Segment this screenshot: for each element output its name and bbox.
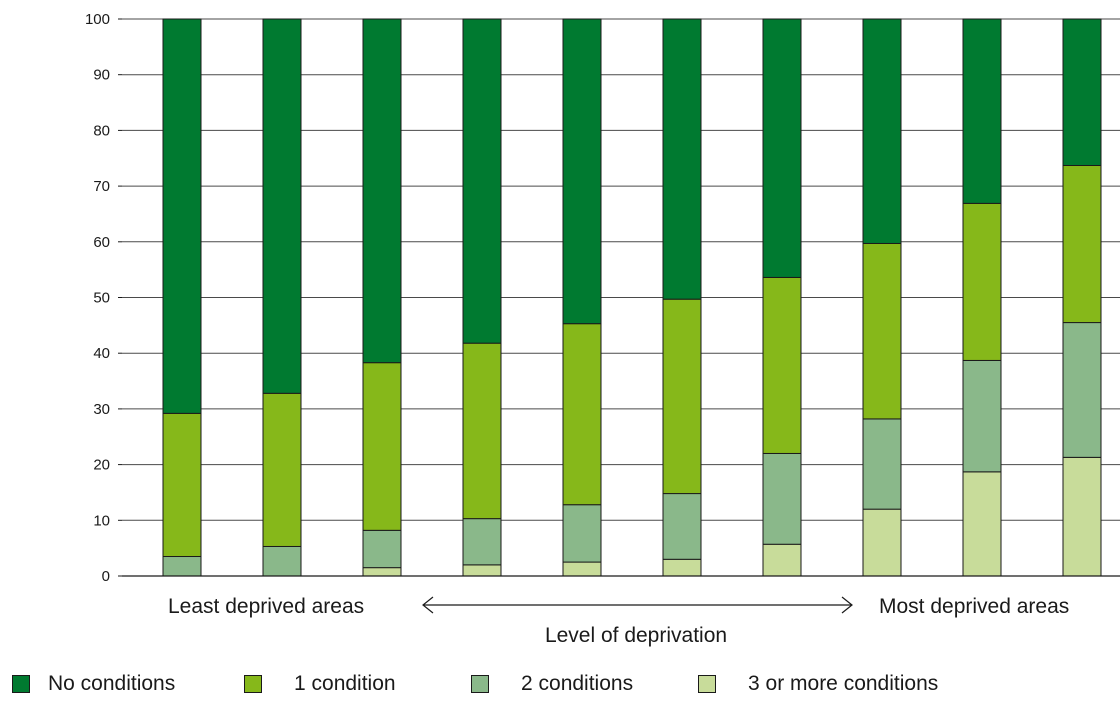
y-tick-label: 0	[102, 568, 110, 585]
y-tick-label: 10	[93, 512, 110, 529]
y-tick-label: 50	[93, 290, 110, 307]
bar-segment	[563, 19, 601, 324]
legend-swatch	[244, 675, 262, 693]
legend-swatch	[12, 675, 30, 693]
bar-segment	[163, 19, 201, 413]
legend-label: No conditions	[48, 672, 175, 696]
bar-segment	[963, 360, 1001, 471]
legend-item-no-conditions: No conditions	[12, 672, 175, 696]
y-tick-label: 70	[93, 178, 110, 195]
bar-segment	[363, 568, 401, 576]
bar-segment	[763, 453, 801, 544]
bar-segment	[463, 519, 501, 565]
most-deprived-label: Most deprived areas	[879, 595, 1069, 618]
x-axis-title: Level of deprivation	[545, 624, 727, 647]
bar-segment	[663, 19, 701, 299]
bar-segment	[163, 557, 201, 576]
y-tick-label: 90	[93, 67, 110, 84]
bar-segment	[363, 363, 401, 531]
bar-segment	[863, 19, 901, 243]
bar-segment	[563, 505, 601, 562]
legend-item-1-condition: 1 condition	[244, 672, 396, 696]
bar-segment	[663, 494, 701, 560]
bar-segment	[263, 393, 301, 546]
legend-item-3-or-more: 3 or more conditions	[698, 672, 938, 696]
y-tick-label: 100	[85, 11, 110, 28]
bar-segment	[863, 419, 901, 509]
bar-segment	[963, 203, 1001, 360]
legend: No conditions 1 condition 2 conditions 3…	[0, 672, 1120, 706]
least-deprived-label: Least deprived areas	[168, 595, 364, 618]
bar-segment	[1063, 457, 1101, 576]
legend-label: 3 or more conditions	[748, 672, 938, 696]
y-tick-label: 80	[93, 122, 110, 139]
stacked-bar-chart: 0 10 20 30 40 50 60 70 80 90 100 Least deprived ar…	[0, 0, 1120, 670]
legend-label: 1 condition	[294, 672, 396, 696]
y-tick-label: 40	[93, 345, 110, 362]
y-tick-label: 60	[93, 234, 110, 251]
bar-segment	[963, 19, 1001, 203]
bar-segment	[1063, 323, 1101, 458]
bar-segment	[363, 19, 401, 363]
bar-segment	[963, 472, 1001, 576]
bar-segment	[563, 562, 601, 576]
bar-segment	[1063, 19, 1101, 165]
bar-segment	[463, 343, 501, 518]
bar-segment	[163, 413, 201, 556]
bar-segment	[863, 243, 901, 418]
legend-swatch	[698, 675, 716, 693]
y-tick-label: 30	[93, 401, 110, 418]
bar-segment	[263, 546, 301, 576]
bar-segment	[463, 19, 501, 343]
bar-segment	[363, 530, 401, 567]
bar-segment	[263, 19, 301, 393]
deprivation-arrow	[423, 597, 852, 613]
bar-segment	[1063, 165, 1101, 322]
bar-segment	[763, 277, 801, 453]
bar-segment	[463, 565, 501, 576]
bar-segment	[663, 299, 701, 493]
y-tick-label: 20	[93, 457, 110, 474]
bar-segment	[763, 19, 801, 277]
legend-label: 2 conditions	[521, 672, 633, 696]
legend-item-2-conditions: 2 conditions	[471, 672, 633, 696]
legend-swatch	[471, 675, 489, 693]
bar-segment	[663, 559, 701, 576]
bar-segment	[763, 544, 801, 576]
bar-segment	[563, 324, 601, 505]
y-axis-ticks: 0 10 20 30 40 50 60 70 80 90 100	[85, 11, 122, 585]
bar-segment	[863, 509, 901, 576]
